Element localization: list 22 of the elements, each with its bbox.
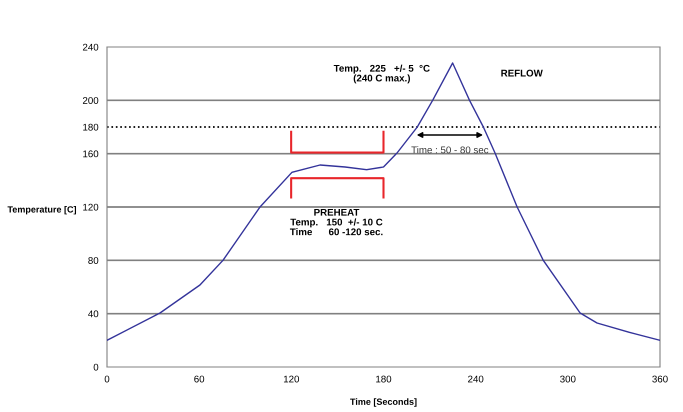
x-tick-label: 60 — [194, 376, 204, 382]
y-axis-title: Temperature [C] — [8, 206, 76, 214]
y-tick-label: 40 — [88, 310, 98, 318]
annotation: Time : 50 - 80 sec — [411, 146, 488, 154]
y-tick-label: 0 — [94, 364, 98, 371]
x-axis-title: Time [Seconds] — [350, 398, 417, 407]
x-tick-label: 0 — [104, 376, 110, 382]
annotation: REFLOW — [501, 70, 543, 77]
y-tick-label: 80 — [88, 257, 98, 264]
x-tick-label: 120 — [284, 376, 300, 382]
annotation: Temp. 225 +/- 5 °C (240 C max.) — [334, 64, 430, 84]
y-tick-label: 160 — [83, 150, 98, 158]
x-tick-label: 300 — [560, 376, 576, 382]
y-tick-label: 120 — [83, 204, 98, 211]
x-tick-label: 360 — [652, 376, 668, 382]
y-tick-label: 180 — [83, 124, 98, 131]
x-tick-label: 240 — [468, 376, 484, 382]
x-tick-label: 180 — [376, 376, 392, 382]
annotation: PREHEAT Temp. 150 +/- 10 C Time 60 -120 sec. — [290, 208, 382, 236]
y-tick-label: 240 — [82, 44, 98, 51]
line-series — [107, 62, 660, 342]
y-tick-label: 200 — [82, 97, 98, 104]
